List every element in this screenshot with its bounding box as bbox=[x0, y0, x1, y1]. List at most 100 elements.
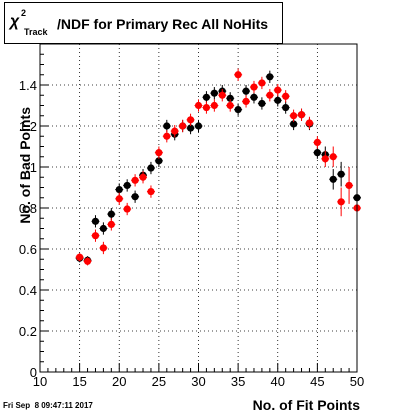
point-marker bbox=[115, 195, 123, 203]
data-point bbox=[329, 146, 338, 167]
point-marker bbox=[250, 83, 258, 91]
data-point bbox=[281, 101, 290, 114]
point-marker bbox=[290, 120, 298, 128]
data-point bbox=[234, 103, 243, 116]
point-marker bbox=[266, 91, 274, 99]
point-marker bbox=[83, 257, 92, 265]
data-point bbox=[337, 161, 346, 187]
point-marker bbox=[313, 138, 321, 146]
point-marker bbox=[210, 89, 218, 97]
point-marker bbox=[147, 188, 155, 196]
point-marker bbox=[147, 164, 155, 172]
point-marker bbox=[194, 101, 203, 110]
data-point bbox=[75, 253, 84, 262]
axis-ticks bbox=[39, 53, 358, 373]
point-marker bbox=[123, 181, 131, 190]
data-point bbox=[115, 192, 124, 205]
point-marker bbox=[186, 124, 195, 132]
data-point bbox=[273, 83, 282, 97]
data-point bbox=[242, 95, 251, 108]
y-tick-label: 0.4 bbox=[19, 283, 37, 298]
title-subscript: Track bbox=[24, 27, 48, 37]
point-marker bbox=[313, 149, 321, 157]
data-point bbox=[154, 146, 163, 159]
point-marker bbox=[123, 205, 131, 213]
point-marker bbox=[76, 253, 84, 261]
point-marker bbox=[115, 185, 123, 194]
data-point bbox=[321, 150, 330, 167]
data-point bbox=[210, 87, 219, 100]
point-marker bbox=[139, 173, 147, 181]
point-marker bbox=[163, 132, 171, 140]
data-point bbox=[146, 185, 155, 198]
point-marker bbox=[329, 153, 337, 161]
data-point bbox=[131, 174, 140, 187]
point-marker bbox=[321, 155, 329, 163]
data-point bbox=[123, 202, 132, 216]
data-point bbox=[210, 99, 219, 112]
point-marker bbox=[242, 87, 250, 95]
tick-labels: 10 15 20 25 30 35 40 45 50 0 0.2 0.4 0.6 0.8 1 1.2 1.4 bbox=[19, 78, 364, 389]
point-marker bbox=[91, 217, 100, 225]
point-marker bbox=[163, 122, 171, 130]
chart-title-box: χ 2 Track /NDF for Primary Rec All NoHit… bbox=[4, 2, 283, 44]
point-marker bbox=[242, 97, 250, 105]
data-point bbox=[257, 97, 266, 110]
point-marker bbox=[274, 86, 282, 94]
data-point bbox=[281, 90, 290, 103]
data-point bbox=[218, 89, 227, 102]
point-marker bbox=[202, 103, 211, 112]
point-marker bbox=[155, 157, 163, 165]
x-tick-label: 15 bbox=[72, 374, 86, 389]
x-axis-label: No. of Fit Points bbox=[252, 397, 360, 413]
data-point bbox=[99, 222, 108, 235]
point-marker bbox=[131, 176, 139, 184]
data-point bbox=[91, 229, 100, 242]
point-marker bbox=[226, 101, 234, 110]
point-marker bbox=[274, 96, 282, 104]
point-marker bbox=[186, 116, 195, 124]
plot-frame bbox=[39, 43, 358, 373]
title-superscript: 2 bbox=[21, 8, 27, 18]
data-point bbox=[123, 179, 132, 192]
point-marker bbox=[337, 170, 345, 178]
data-point bbox=[305, 116, 314, 130]
y-tick-label: 0.8 bbox=[19, 201, 37, 216]
point-marker bbox=[282, 92, 290, 100]
data-point bbox=[194, 99, 203, 112]
chart-title: /NDF for Primary Rec All NoHits bbox=[57, 16, 269, 32]
timestamp: Fri Sep 8 09:47:11 2017 bbox=[3, 401, 93, 410]
x-tick-label: 10 bbox=[33, 374, 47, 389]
x-tick-label: 20 bbox=[112, 374, 126, 389]
point-marker bbox=[234, 106, 242, 114]
point-marker bbox=[107, 210, 115, 218]
x-tick-label: 35 bbox=[231, 374, 245, 389]
point-marker bbox=[282, 103, 290, 112]
point-marker bbox=[297, 111, 306, 119]
data-point bbox=[99, 241, 108, 255]
data-point bbox=[186, 113, 195, 126]
grid bbox=[40, 44, 357, 372]
data-point bbox=[226, 99, 235, 112]
point-marker bbox=[290, 112, 298, 120]
y-tick-label: 0.2 bbox=[19, 324, 37, 339]
point-marker bbox=[258, 79, 266, 87]
point-marker bbox=[179, 122, 187, 130]
data-point bbox=[329, 169, 338, 190]
point-marker bbox=[99, 224, 107, 233]
point-marker bbox=[131, 193, 139, 201]
point-marker bbox=[258, 99, 266, 108]
data-point bbox=[297, 108, 306, 121]
point-marker bbox=[202, 93, 211, 101]
x-tick-label: 40 bbox=[271, 374, 285, 389]
data-point bbox=[265, 89, 274, 102]
x-tick-label: 25 bbox=[152, 374, 166, 389]
data-point bbox=[257, 76, 266, 90]
data-point bbox=[162, 130, 171, 143]
data-point bbox=[83, 257, 92, 266]
y-axis-label: No. of Bad Points bbox=[17, 107, 33, 224]
data-point bbox=[234, 68, 243, 81]
data-point bbox=[249, 80, 258, 94]
data-point bbox=[170, 124, 179, 138]
